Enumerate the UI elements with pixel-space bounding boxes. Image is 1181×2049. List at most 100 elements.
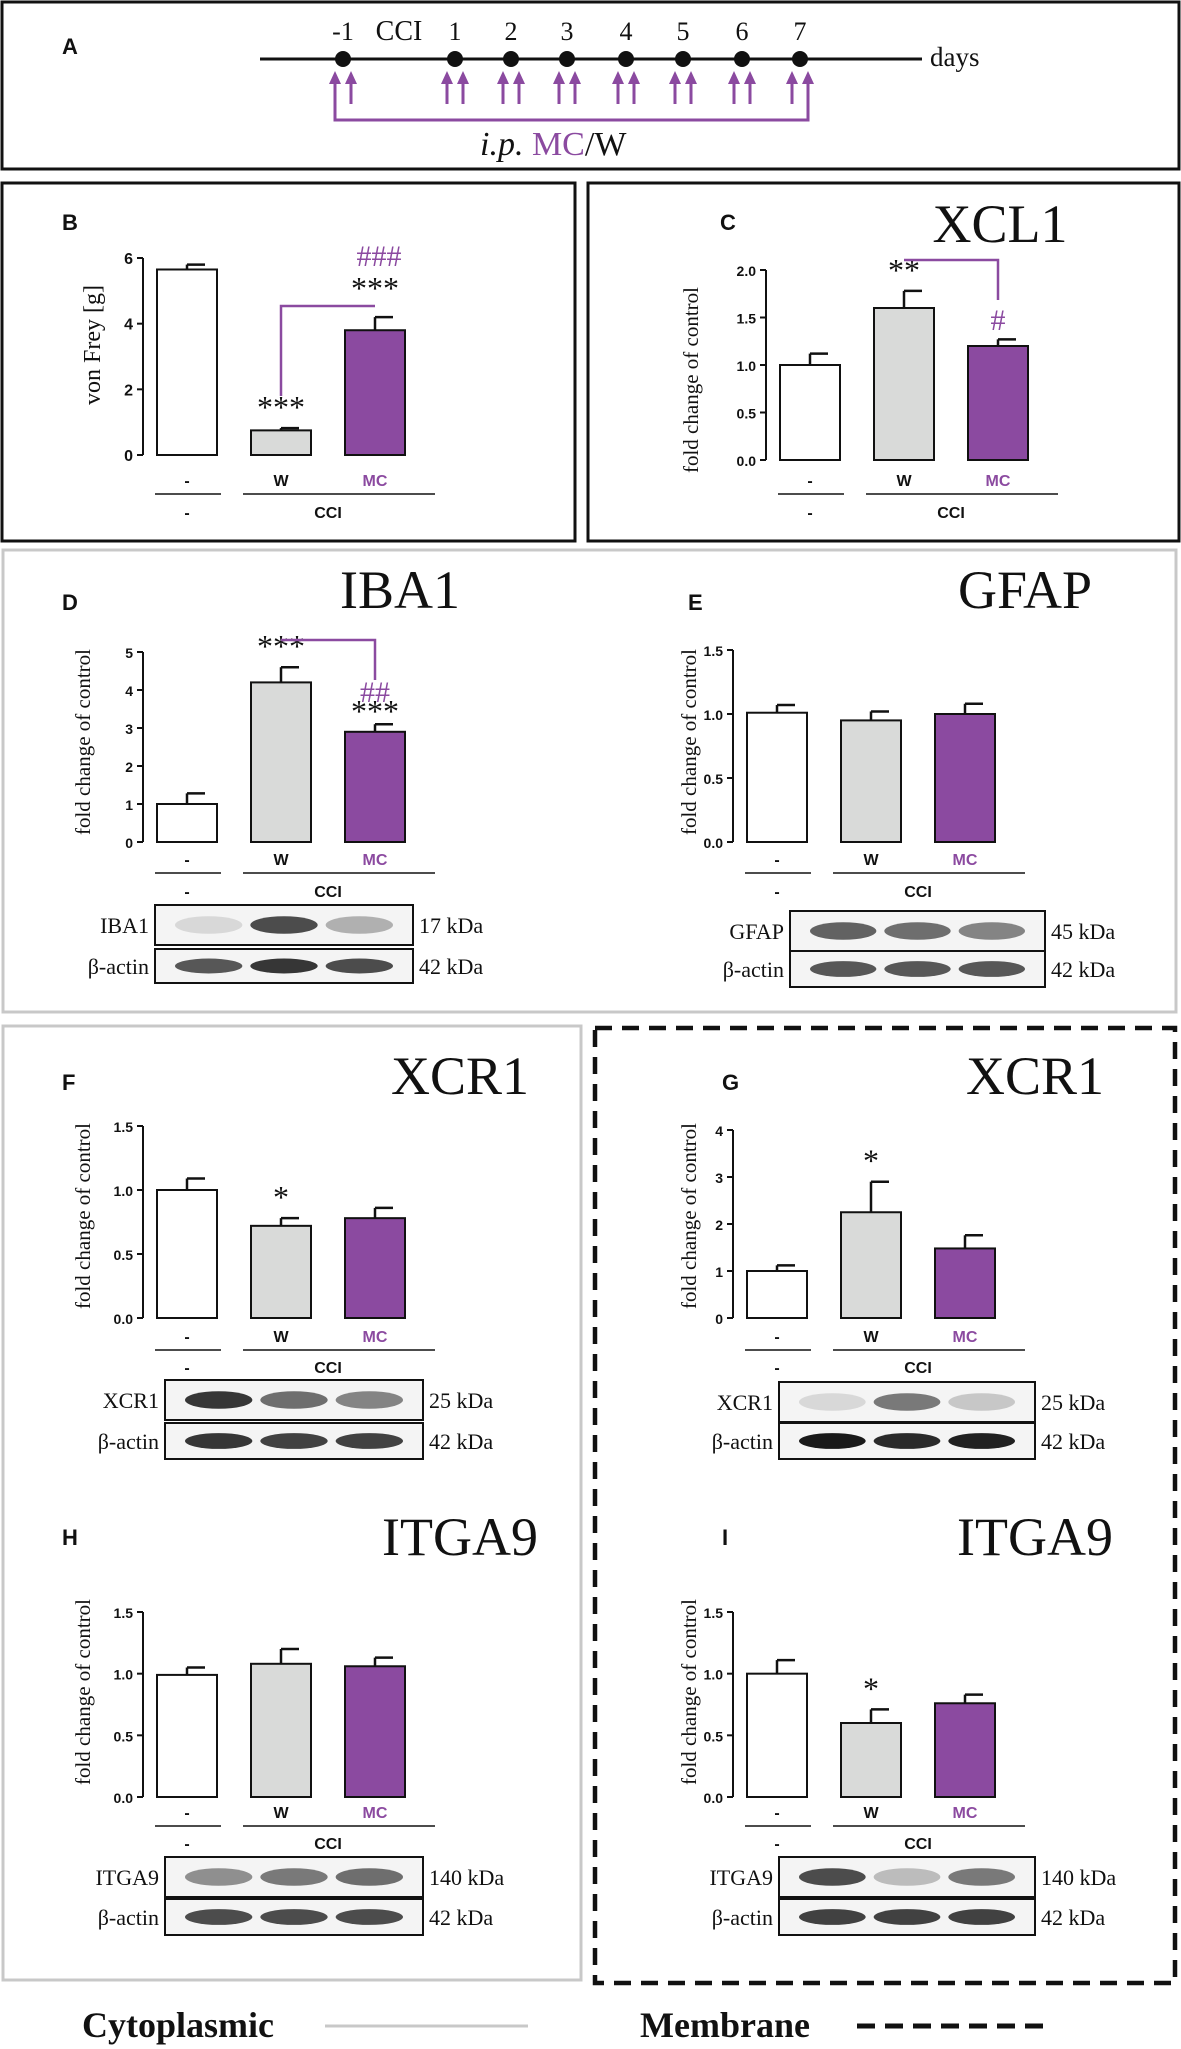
blot-kda-label: 45 kDa [1051,919,1115,944]
y-tick-label: 1.0 [704,707,724,723]
day-label: 7 [794,17,807,46]
bar-control [156,1673,218,1799]
group-label-cci: CCI [314,1360,342,1377]
y-tick-label: 1.5 [114,1119,134,1135]
panel-letter: B [62,210,78,235]
blot-band [948,1868,1016,1886]
blot-band [260,1391,328,1409]
group-label-cci: CCI [937,505,965,522]
blot-band [799,1433,866,1449]
bar-w [840,1722,902,1798]
injection-arrowhead [728,71,740,84]
y-tick-label: 1.0 [737,358,757,374]
category-label: MC [953,1805,978,1822]
day-label: 1 [449,17,462,46]
panel-letter: E [688,590,703,615]
bar-control [746,1270,808,1319]
y-tick-label: 0.5 [704,771,724,787]
group-label-control: - [184,1360,189,1377]
bar-control [156,1189,218,1319]
blot-band [175,916,243,934]
blot-band [948,1909,1016,1925]
y-tick-label: 0 [125,835,133,851]
panel-letter: H [62,1525,78,1550]
day-label: 4 [620,17,633,46]
category-label: W [273,473,289,490]
blot-kda-label: 25 kDa [429,1388,493,1413]
category-label: W [273,1805,289,1822]
blot-band [185,1868,253,1886]
hash-marker: ### [357,240,402,273]
blot-band [873,1393,941,1411]
y-tick-label: 0.5 [704,1728,724,1744]
category-label: MC [363,852,388,869]
bar-mc [344,329,406,457]
panel-c-frame [586,181,1181,543]
blot-kda-label: 140 kDa [429,1865,504,1890]
injection-arrowhead [345,71,357,84]
legend-membrane-label: Membrane [640,2005,810,2045]
blot-band [884,922,951,940]
y-tick-label: 1.5 [704,643,724,659]
injection-arrowhead [612,71,624,84]
days-label: days [930,42,980,72]
blot-protein-label: β-actin [723,957,784,982]
y-tick-label: 0.0 [704,835,724,851]
blot-band [175,958,243,974]
blot-band [335,1433,404,1449]
blot-band [335,1868,404,1886]
category-label: W [896,473,912,490]
day-dot [675,51,691,67]
group-label-control: - [184,1836,189,1853]
y-tick-label: 3 [715,1170,723,1186]
category-label: - [774,852,779,869]
chart-c: C XCL1 fold change of control 0.0 0.5 1.0 1.5 2… [679,194,1068,522]
bar-w [250,681,312,844]
blot-band [948,1393,1016,1411]
blot-kda-label: 25 kDa [1041,1390,1105,1415]
y-tick-label: 0.0 [737,453,757,469]
injection-arrowhead [457,71,469,84]
cytoplasmic-frame [1,1024,583,1982]
injection-arrowhead [553,71,565,84]
blot-band [810,922,877,940]
blot-band [873,1433,941,1449]
bar-mc [934,1702,996,1799]
significance-stars: *** [257,628,305,664]
y-tick-label: 1 [125,797,133,813]
panel-letter: G [722,1070,739,1095]
blot-band [185,1433,253,1449]
injection-arrowhead [569,71,581,84]
category-label: MC [363,473,388,490]
significance-stars: * [863,1143,879,1179]
bar-w [840,1211,902,1319]
membrane-frame [592,1025,1178,1986]
comparison-line [904,258,1000,300]
y-tick-label: 0.0 [114,1790,134,1806]
chart-title: ITGA9 [382,1507,538,1567]
group-label-cci: CCI [314,1836,342,1853]
hash-marker: # [991,304,1006,337]
bar-w [250,429,312,456]
bar-mc [344,730,406,843]
group-label-control: - [807,505,812,522]
chart-d: D IBA1 fold change of control 0 1 2 3 4 5 - W *** MC… [62,560,483,984]
y-tick-label: 4 [715,1123,723,1139]
y-tick-label: 0.5 [114,1728,134,1744]
y-axis-label: fold change of control [679,287,703,473]
blot-band [799,1393,866,1411]
day-dot [734,51,750,67]
y-tick-label: 0.0 [114,1311,134,1327]
y-tick-label: 2 [125,759,133,775]
bar-mc [967,345,1029,461]
blot-band [185,1391,253,1409]
category-label: - [807,473,812,490]
bar-mc [934,713,996,843]
blot-protein-label: β-actin [98,1905,159,1930]
day-label: CCI [376,16,423,47]
category-label: W [273,852,289,869]
significance-stars: ** [888,252,920,288]
